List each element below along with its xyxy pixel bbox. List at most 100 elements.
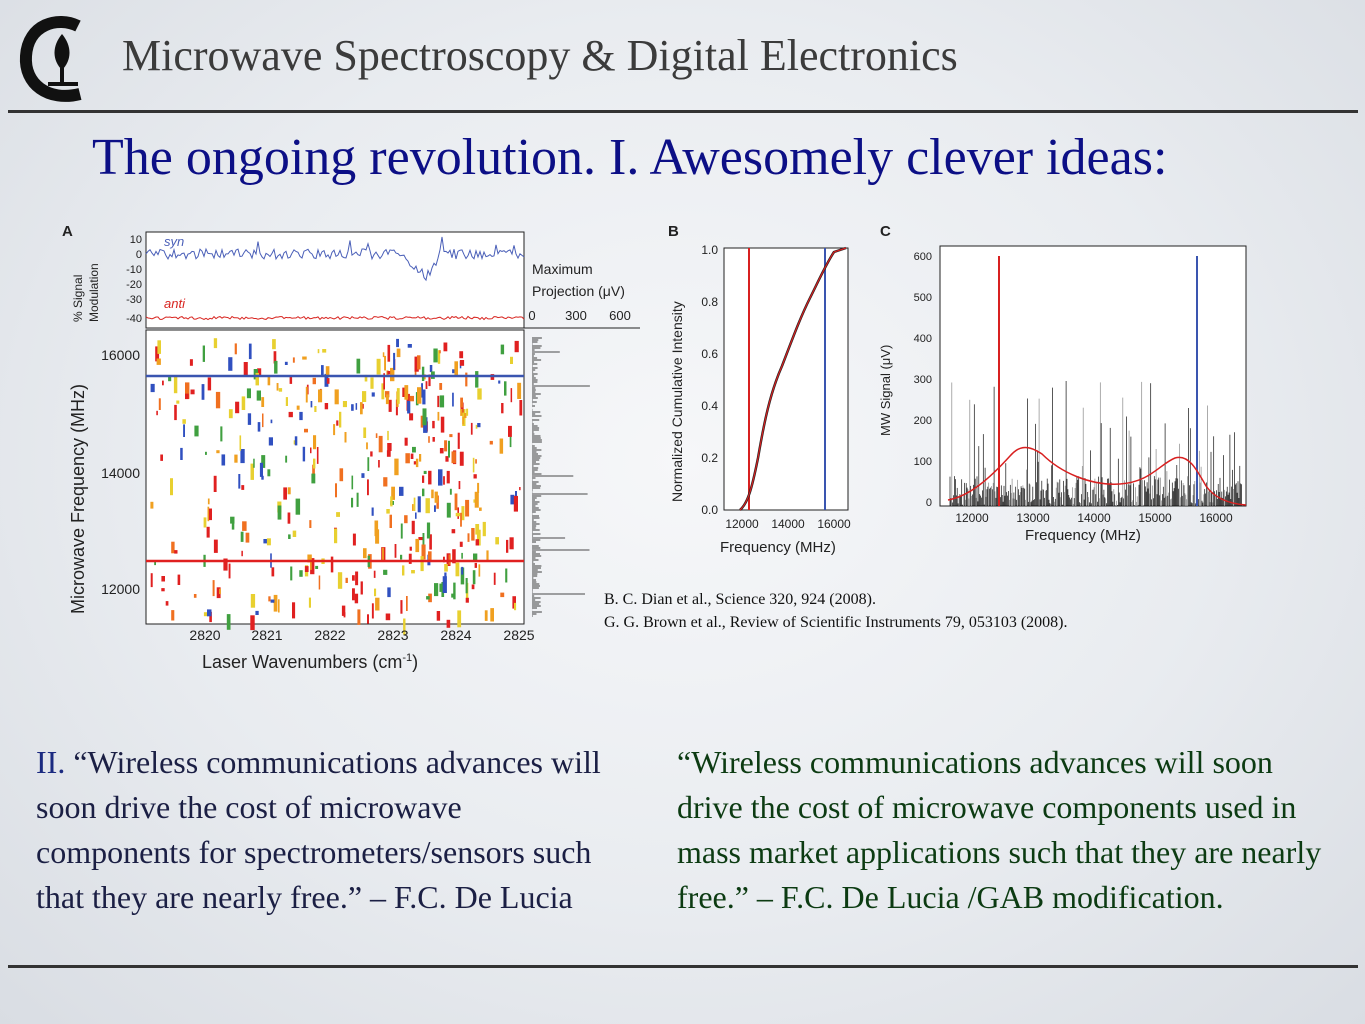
heatmap-blob <box>209 611 212 623</box>
heatmap-blob <box>413 497 416 511</box>
heatmap-blob <box>312 377 316 385</box>
heatmap-blob <box>285 397 288 406</box>
heatmap-blob <box>255 610 259 615</box>
heatmap-blob <box>459 360 465 366</box>
heatmap-blob <box>289 376 293 384</box>
heatmap-blob <box>384 355 386 371</box>
heatmap-blob <box>203 517 207 528</box>
heatmap-blob <box>288 411 293 418</box>
heatmap-blob <box>366 442 368 450</box>
heatmap-blob <box>477 423 481 428</box>
c-envelope-curve <box>947 446 1247 506</box>
heatmap-blob <box>489 440 493 445</box>
heatmap-blob <box>486 550 489 561</box>
heatmap-blob <box>182 419 186 424</box>
b-xlabel: Frequency (MHz) <box>720 539 836 556</box>
heatmap-blob <box>155 346 160 362</box>
heatmap-blob <box>404 515 408 524</box>
c-ytick: 0 <box>926 497 932 509</box>
heatmap-blob <box>428 470 432 485</box>
heatmap-xtick: 2823 <box>377 627 408 643</box>
heatmap-blob <box>396 338 399 348</box>
heatmap-blob <box>246 388 251 399</box>
heatmap-blob <box>273 594 278 612</box>
heatmap-blob <box>367 457 370 471</box>
heatmap-blob <box>410 453 414 459</box>
heatmap-blob <box>257 422 261 432</box>
c-ytick: 100 <box>914 456 932 468</box>
heatmap-blob <box>504 381 507 396</box>
heatmap-blob <box>459 451 464 466</box>
heatmap-blob <box>422 488 425 497</box>
heatmap-blob <box>428 593 432 603</box>
heatmap-blob <box>357 609 361 625</box>
heatmap-blob <box>388 399 392 412</box>
left-quote-text: “Wireless communications advances will s… <box>36 744 601 915</box>
heatmap-blob <box>386 450 391 457</box>
heatmap-blob <box>174 550 178 554</box>
heatmap-blob <box>411 520 415 535</box>
heatmap-blob <box>415 458 419 468</box>
heatmap-blob <box>360 581 363 595</box>
heatmap-blob <box>400 554 403 560</box>
heatmap-blob <box>363 548 367 559</box>
heatmap-blob <box>460 567 465 585</box>
heatmap-blob <box>460 408 463 416</box>
heatmap-blob <box>294 436 298 446</box>
heatmap-blob <box>422 533 425 548</box>
figure-c-letter: C <box>880 223 891 240</box>
footer-divider <box>8 965 1358 968</box>
c-xtick: 14000 <box>1077 511 1111 525</box>
heatmap-blob <box>337 572 343 589</box>
heatmap-blob <box>156 410 158 416</box>
heatmap-blob <box>261 397 265 407</box>
heatmap-blob <box>321 365 324 376</box>
b-fit-curve <box>739 247 847 511</box>
heatmap-blob <box>475 524 480 535</box>
heatmap-blob <box>315 565 319 569</box>
heatmap-blob <box>439 583 442 592</box>
heatmap-blob <box>285 455 288 463</box>
heatmap-blob <box>342 401 347 408</box>
projection-label-1: Maximum <box>532 261 593 277</box>
heatmap-blob <box>356 358 361 374</box>
heatmap-blob <box>474 562 477 568</box>
heatmap-blob <box>247 413 252 425</box>
heatmap-blob <box>405 453 410 464</box>
heatmap-blob <box>399 486 404 496</box>
heatmap-blob <box>228 563 231 579</box>
heatmap-blob <box>460 397 463 408</box>
heatmap-blob <box>361 473 365 478</box>
reference-1: B. C. Dian et al., Science 320, 924 (200… <box>604 591 876 608</box>
b-xtick: 12000 <box>725 517 759 531</box>
heatmap-blob <box>420 556 424 572</box>
heatmap-blob <box>387 443 392 451</box>
heatmap-blob <box>421 544 426 560</box>
heatmap-blob <box>201 384 205 400</box>
heatmap-blob <box>390 496 393 507</box>
heatmap-blob <box>517 382 522 399</box>
heatmap-blob <box>431 489 434 499</box>
heatmap-blob <box>205 451 207 455</box>
heatmap-blob <box>314 406 317 412</box>
heatmap-blob <box>437 395 440 408</box>
heatmap-blob <box>448 440 450 458</box>
heatmap-blob <box>470 422 473 435</box>
heatmap-blob <box>381 383 385 400</box>
heatmap-blob <box>473 553 478 561</box>
heatmap-blob <box>335 483 337 498</box>
heatmap-blob <box>472 570 476 585</box>
figure-a: A 10 0 -10 -20 -30 -40 % Signal Modulati… <box>62 223 640 672</box>
heatmap-blob <box>296 405 300 410</box>
heatmap-blob <box>460 512 462 527</box>
heatmap-blob <box>382 352 385 358</box>
c-xtick: 16000 <box>1199 511 1233 525</box>
heatmap-blob <box>382 547 384 562</box>
heatmap-blob <box>171 610 175 621</box>
heatmap-blob <box>475 459 477 464</box>
b-ylabel: Normalized Cumulative Intensity <box>669 301 685 502</box>
heatmap-blob <box>417 496 421 513</box>
heatmap-blob <box>512 596 516 609</box>
heatmap-blob <box>426 522 431 539</box>
heatmap-blob <box>418 537 423 541</box>
